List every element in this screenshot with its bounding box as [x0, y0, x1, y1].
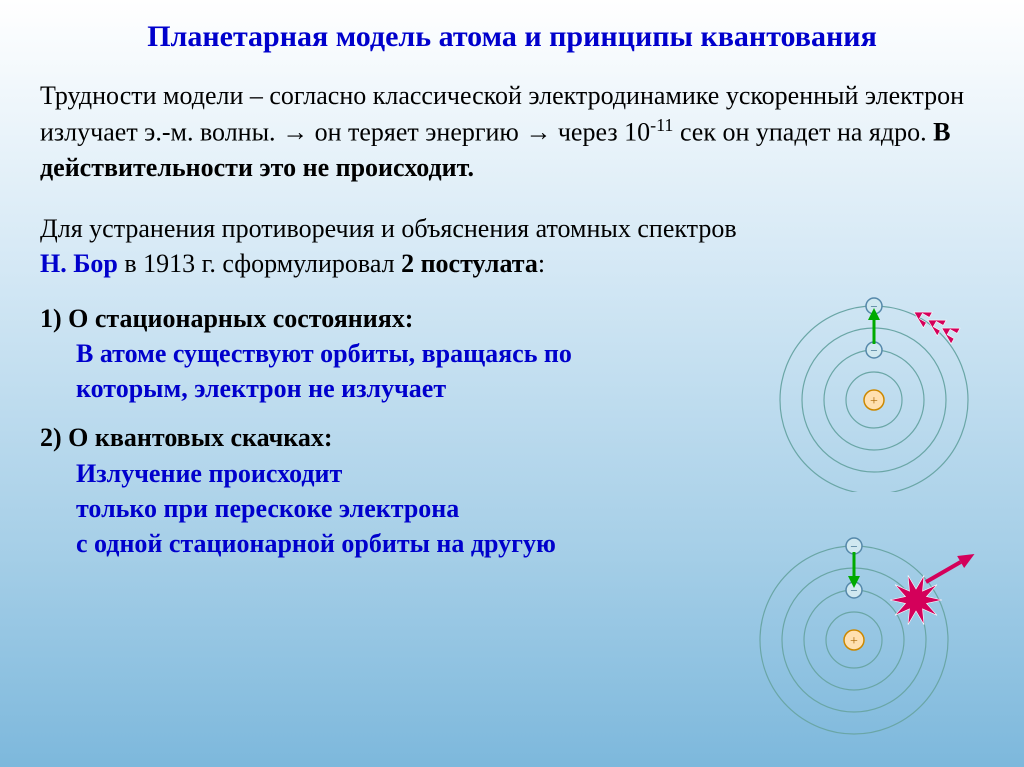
p1-text-c: через 10	[551, 118, 650, 147]
postulate-2: 2) О квантовых скачках: Излучение происх…	[40, 420, 660, 560]
svg-text:+: +	[850, 634, 858, 649]
emission-diagram: + − −	[744, 512, 984, 742]
postulate-1-title: 1) О стационарных состояниях:	[40, 304, 413, 333]
arrow-glyph-1: →	[282, 118, 308, 147]
p2-mid: в 1913 г. сформулировал	[118, 249, 401, 278]
postulate-1-body: В атоме существуют орбиты, вращаясь по к…	[40, 336, 660, 406]
postulate-2-body: Излучение происходит только при перескок…	[40, 456, 660, 561]
svg-text:+: +	[870, 394, 878, 409]
bohr-name: Н. Бор	[40, 249, 118, 278]
postulate-2-title: 2) О квантовых скачках:	[40, 423, 333, 452]
postulate-1: 1) О стационарных состояниях: В атоме су…	[40, 301, 660, 406]
postulates-count: 2 постулата	[401, 249, 538, 278]
p2-colon: :	[538, 249, 545, 278]
svg-text:−: −	[870, 343, 877, 358]
absorption-diagram: + − −	[764, 282, 984, 492]
p1-text-b: он теряет энергию	[308, 118, 525, 147]
bohr-intro-paragraph: Для устранения противоречия и объяснения…	[40, 211, 800, 281]
slide-title: Планетарная модель атома и принципы кван…	[40, 20, 984, 54]
arrow-glyph-2: →	[525, 118, 551, 147]
svg-text:−: −	[850, 539, 857, 554]
p1-text-d: сек он упадет на ядро.	[673, 118, 933, 147]
exponent: -11	[650, 115, 673, 135]
p2-text-a: Для устранения противоречия и объяснения…	[40, 214, 737, 243]
difficulties-paragraph: Трудности модели – согласно классической…	[40, 78, 984, 185]
